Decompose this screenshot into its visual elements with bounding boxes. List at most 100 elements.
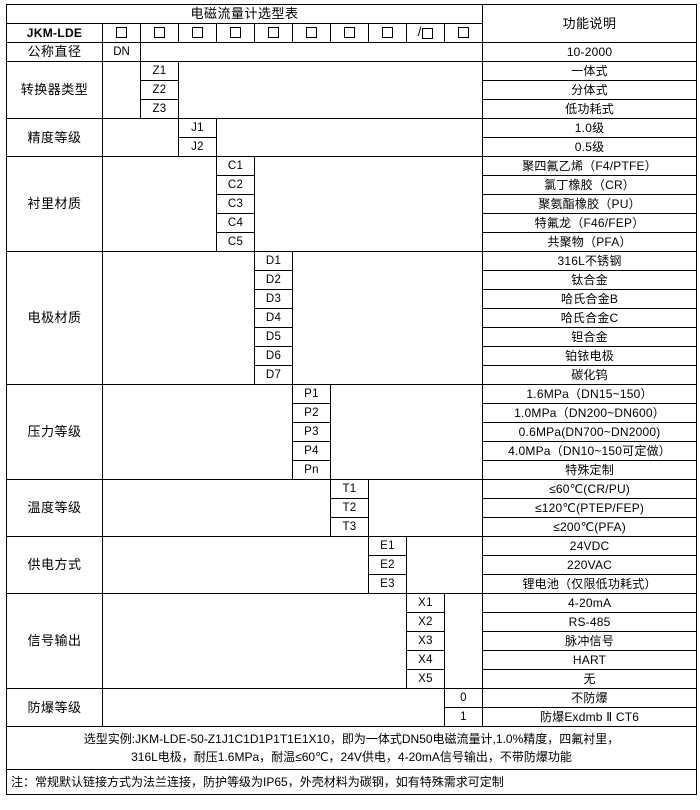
code-checkbox-8[interactable] [368, 23, 407, 43]
desc-converter-type-z3: 低功耗式 [482, 99, 698, 119]
code-converter-type-z1: Z1 [140, 61, 179, 81]
desc-signal-output-x5: 无 [482, 669, 698, 689]
code-checkbox-5[interactable] [254, 23, 293, 43]
code-accuracy-class-j2: J2 [178, 137, 217, 157]
category-lining-material: 衬里材质 [6, 156, 103, 252]
code-checkbox-7[interactable] [330, 23, 369, 43]
desc-signal-output-x3: 脉冲信号 [482, 631, 698, 651]
spacer-cell [177, 61, 484, 119]
spacer-cell [102, 156, 217, 252]
row-temperature-rating-2: T2 ≤120℃(PTEP/FEP) [7, 498, 698, 518]
code-nominal-diameter: DN [102, 42, 141, 62]
spacer-cell [215, 118, 484, 157]
code-power-supply-e2: E2 [368, 555, 407, 575]
row-temperature-rating-3: T3 ≤200℃(PFA) [7, 517, 698, 537]
desc-electrode-material-d1: 316L不锈钢 [482, 251, 698, 271]
code-accuracy-class-j1: J1 [178, 118, 217, 138]
row-power-supply-1: 供电方式 E1 24VDC [6, 536, 698, 594]
row-lining-material-5: C5 共聚物（PFA） [7, 232, 698, 252]
spacer-cell [102, 61, 141, 119]
spacer-cell [253, 156, 484, 252]
code-temperature-rating-t2: T2 [330, 498, 369, 518]
desc-temperature-rating-t3: ≤200℃(PFA) [482, 517, 698, 537]
table-title: 电磁流量计选型表 [5, 4, 484, 24]
row-signal-output-1: 信号输出 X1 4-20mA [6, 593, 698, 689]
desc-lining-material-c4: 特氟龙（F46/FEP） [482, 213, 698, 233]
desc-pressure-rating-pn: 特殊定制 [482, 460, 698, 480]
category-pressure-rating: 压力等级 [6, 384, 103, 480]
desc-electrode-material-d6: 铂铱电极 [482, 346, 698, 366]
spacer-cell [405, 536, 484, 594]
code-lining-material-c3: C3 [216, 194, 255, 214]
model-code-row: JKM-LDE / [6, 23, 697, 43]
desc-electrode-material-d2: 钛合金 [482, 270, 698, 290]
code-checkbox-10[interactable] [443, 23, 484, 43]
category-electrode-material: 电极材质 [6, 251, 103, 385]
code-pressure-rating-pn: Pn [292, 460, 331, 480]
code-checkbox-4[interactable] [216, 23, 255, 43]
code-electrode-material-d6: D6 [254, 346, 293, 366]
row-lining-material-3: C3 聚氨酯橡胶（PU） [7, 194, 698, 214]
spacer-cell [102, 688, 445, 727]
row-nominal-diameter: 公称直径 DN 10-2000 [6, 42, 698, 62]
desc-accuracy-class-j2: 0.5级 [482, 137, 698, 157]
code-pressure-rating-p4: P4 [292, 441, 331, 461]
desc-accuracy-class-j1: 1.0级 [482, 118, 698, 138]
row-converter-type-1: 转换器类型 Z1 一体式 [6, 61, 698, 119]
row-lining-material-1: 衬里材质 C1 聚四氟乙烯（F4/PTFE） [6, 156, 698, 252]
row-electrode-material-1: 电极材质 D1 316L不锈钢 [6, 251, 698, 385]
spacer-cell [102, 384, 293, 480]
footer-example-row-1: 选型实例:JKM-LDE-50-Z1J1C1D1P1T1E1X10，即为一体式D… [5, 726, 698, 748]
category-temperature-rating: 温度等级 [6, 479, 103, 537]
desc-lining-material-c1: 聚四氟乙烯（F4/PTFE） [482, 156, 698, 176]
table-title-row: 电磁流量计选型表 功能说明 [5, 4, 698, 43]
desc-nominal-diameter: 10-2000 [482, 42, 698, 62]
category-power-supply: 供电方式 [6, 536, 103, 594]
code-checkbox-3[interactable] [178, 23, 217, 43]
checkbox-icon [192, 27, 203, 39]
code-electrode-material-d1: D1 [254, 251, 293, 271]
desc-electrode-material-d3: 哈氏合金B [482, 289, 698, 309]
row-temperature-rating-1: 温度等级 T1 ≤60℃(CR/PU) [6, 479, 698, 537]
table-body: 电磁流量计选型表 功能说明 JKM-LDE / 公称直径 DN [5, 4, 698, 795]
desc-temperature-rating-t2: ≤120℃(PTEP/FEP) [482, 498, 698, 518]
spacer-cell [139, 42, 484, 62]
desc-converter-type-z2: 分体式 [482, 80, 698, 100]
row-pressure-rating-4: P4 4.0MPa（DN10~150可定做） [7, 441, 698, 461]
code-converter-type-z3: Z3 [140, 99, 179, 119]
desc-temperature-rating-t1: ≤60℃(CR/PU) [482, 479, 698, 499]
footer-example-line-1: 选型实例:JKM-LDE-50-Z1J1C1D1P1T1E1X10，即为一体式D… [5, 726, 698, 748]
category-nominal-diameter: 公称直径 [6, 42, 103, 62]
desc-signal-output-x4: HART [482, 650, 698, 670]
spacer-cell [291, 251, 484, 385]
code-checkbox-1[interactable] [102, 23, 141, 43]
checkbox-icon [116, 27, 127, 39]
row-power-supply-2: E2 220VAC [7, 555, 698, 575]
desc-pressure-rating-p1: 1.6MPa（DN15~150） [482, 384, 698, 404]
desc-electrode-material-d5: 钽合金 [482, 327, 698, 347]
code-temperature-rating-t3: T3 [330, 517, 369, 537]
code-lining-material-c2: C2 [216, 175, 255, 195]
checkbox-icon [306, 27, 317, 39]
code-electrode-material-d2: D2 [254, 270, 293, 290]
code-checkbox-2[interactable] [140, 23, 179, 43]
code-electrode-material-d7: D7 [254, 365, 293, 385]
code-signal-output-x4: X4 [406, 650, 445, 670]
code-checkbox-6[interactable] [292, 23, 331, 43]
desc-lining-material-c5: 共聚物（PFA） [482, 232, 698, 252]
desc-explosion-proof-0: 不防爆 [482, 688, 698, 708]
code-signal-output-x1: X1 [406, 593, 445, 613]
row-accuracy-class-1: 精度等级 J1 1.0级 [6, 118, 698, 157]
desc-electrode-material-d4: 哈氏合金C [482, 308, 698, 328]
code-signal-output-x5: X5 [406, 669, 445, 689]
spacer-cell [329, 384, 484, 480]
flowmeter-selection-table: 电磁流量计选型表 功能说明 JKM-LDE / 公称直径 DN [5, 4, 698, 795]
desc-explosion-proof-1: 防爆Exdmb Ⅱ CT6 [482, 707, 698, 727]
checkbox-icon [154, 27, 165, 39]
spacer-cell [102, 593, 407, 689]
footer-note-row: 注：常规默认链接方式为法兰连接，防护等级为IP65，外壳材料为碳钢，如有特殊需求… [5, 769, 698, 795]
footer-note: 注：常规默认链接方式为法兰连接，防护等级为IP65，外壳材料为碳钢，如有特殊需求… [5, 769, 698, 795]
code-checkbox-9[interactable]: / [406, 23, 445, 43]
desc-lining-material-c3: 聚氨酯橡胶（PU） [482, 194, 698, 214]
